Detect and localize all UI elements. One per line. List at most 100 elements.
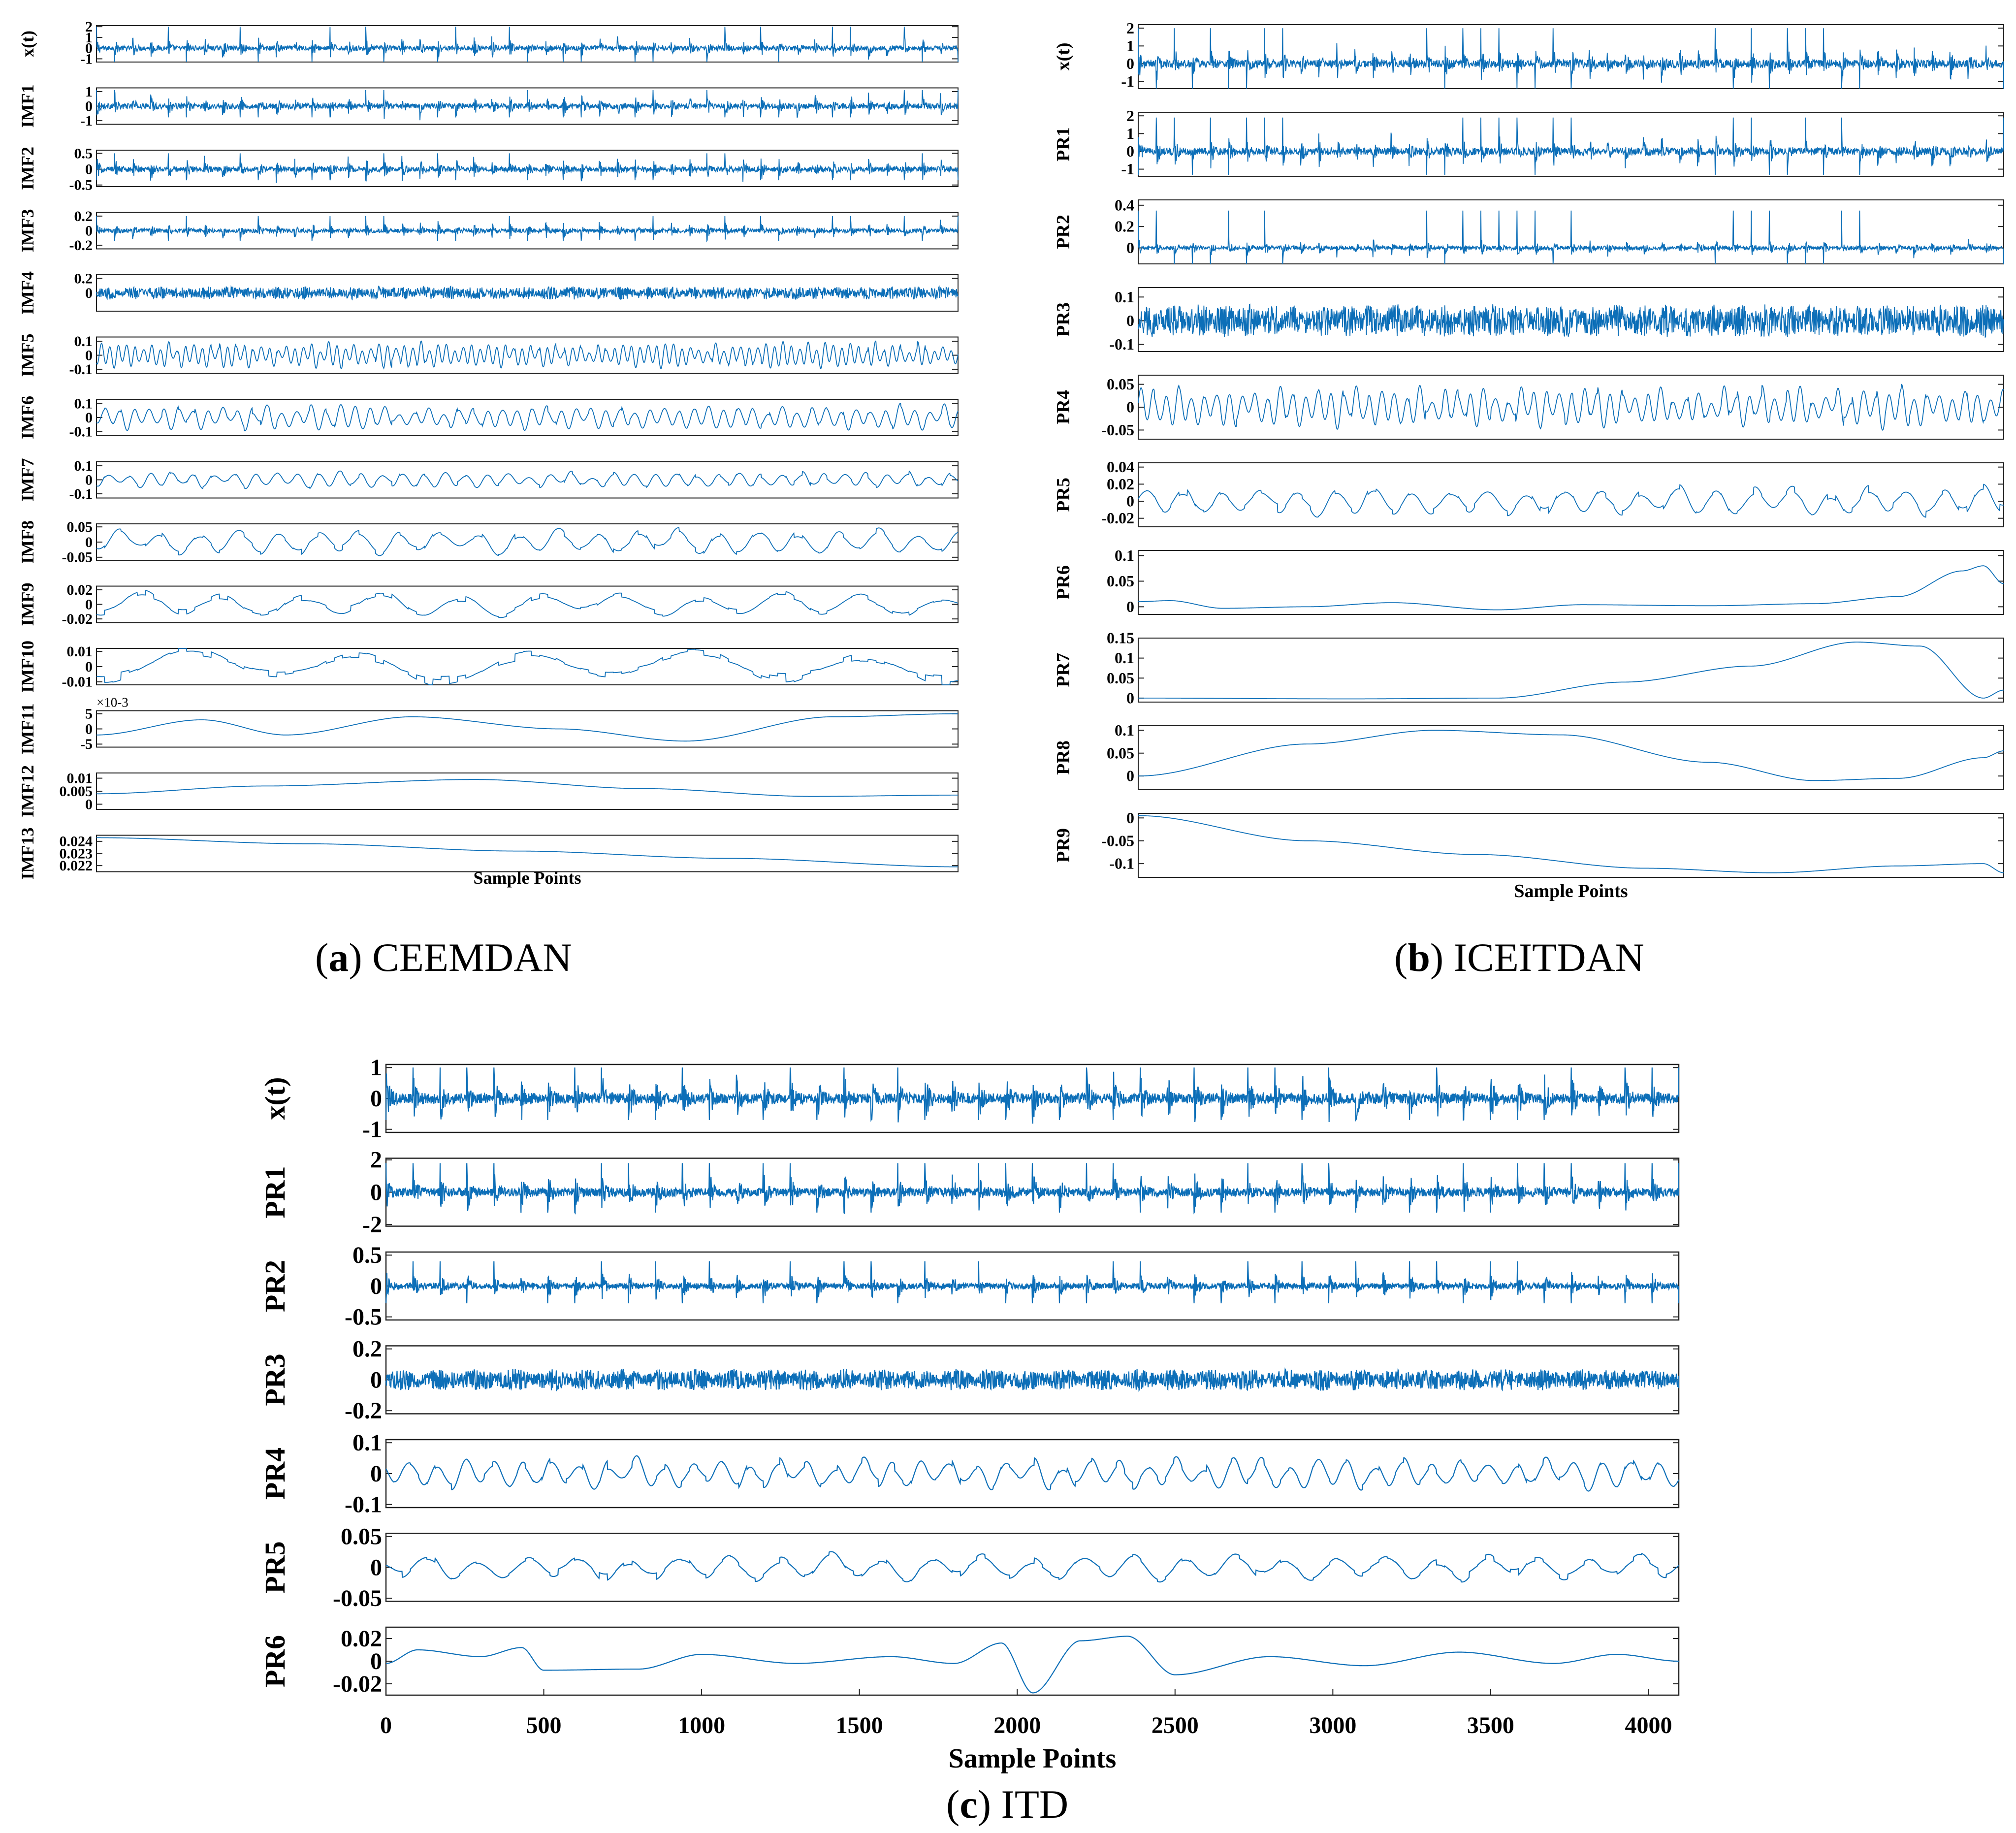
ytick-label: 0.02 <box>1107 475 1134 493</box>
xtick-label: 1500 <box>836 1712 883 1738</box>
axes-box <box>1138 725 2004 790</box>
ytick-label: 0 <box>1126 142 1134 160</box>
ytick-label: 0 <box>85 721 93 737</box>
subplot-a-6: 0.10-0.1 IMF6 <box>18 395 959 440</box>
axes-box <box>385 1439 1680 1509</box>
axes-box <box>1138 550 2004 615</box>
ytick-label: -0.05 <box>1101 832 1134 849</box>
ytick-label: 0 <box>1126 398 1134 416</box>
ytick-label: 0 <box>370 1367 382 1393</box>
ytick-label: 0.2 <box>352 1336 382 1362</box>
signal-line-c-2 <box>385 1261 1680 1304</box>
ytick-label: -1 <box>80 51 93 67</box>
axes-box <box>1138 375 2004 440</box>
series-label: IMF3 <box>18 209 37 253</box>
subplot-b-9: 0 -0.05 -0.1 PR9 <box>1053 809 2004 878</box>
series-label: x(t) <box>18 31 37 57</box>
ytick-label: -0.01 <box>62 674 93 690</box>
axes-box <box>96 461 959 499</box>
ytick-label: 2 <box>85 19 93 35</box>
xtick-label: 3500 <box>1467 1712 1514 1738</box>
ytick-label: 0.05 <box>341 1524 382 1550</box>
series-label: IMF5 <box>18 334 37 377</box>
ytick-label: 0 <box>1126 767 1134 785</box>
ytick-label: 0 <box>370 1554 382 1580</box>
signal-line-b-7 <box>1138 642 2004 700</box>
axes-box <box>96 835 959 872</box>
panel-c: 1 0 -1 x(t) 2 0 -2 PR1 0.5 0 -0.5 PR2 0.2 0 -0.2 PR3 0.1… <box>259 1055 1680 1774</box>
signal-line-a-3 <box>96 216 959 243</box>
ytick-label: 2 <box>370 1147 382 1173</box>
subplot-c-6: 0.020-0.02 PR6 <box>259 1626 1680 1697</box>
subplot-b-7: 0.15 0.1 0.05 0 PR7 <box>1053 629 2004 707</box>
signal-line-b-9 <box>1138 815 2004 873</box>
series-label: PR2 <box>259 1260 291 1312</box>
series-label: IMF9 <box>18 583 37 626</box>
ytick-label: 0 <box>370 1461 382 1487</box>
axes-box <box>1138 813 2004 878</box>
series-label: IMF7 <box>18 458 37 502</box>
signal-line-a-12 <box>96 779 958 797</box>
signal-line-a-7 <box>96 470 959 489</box>
ytick-label: -5 <box>80 736 93 752</box>
subplot-b-1: 210-1 PR1 <box>1053 107 2004 178</box>
signal-line-b-5 <box>1138 483 2004 518</box>
signal-line-a-11 <box>96 713 958 742</box>
ytick-label: 0 <box>85 596 93 612</box>
subplot-b-6: 0.1 0.05 0 PR6 <box>1053 547 2004 615</box>
ytick-label: -0.5 <box>345 1304 382 1330</box>
ytick-label: -0.1 <box>1109 335 1134 353</box>
ytick-label: 0.05 <box>1107 572 1134 590</box>
signal-line-a-1 <box>96 90 959 121</box>
axes-box <box>96 710 959 748</box>
signal-line-a-4 <box>96 285 959 301</box>
ytick-label: 0 <box>85 472 93 488</box>
ytick-label: 0 <box>370 1648 382 1674</box>
ytick-label: -1 <box>80 113 93 129</box>
ytick-label: 0 <box>85 161 93 178</box>
ytick-label: 0.1 <box>1115 288 1134 306</box>
ytick-label: 1 <box>85 30 93 46</box>
subplot-b-5: 0.040.020-0.02 PR5 <box>1053 458 2004 527</box>
ytick-label: 1 <box>1126 125 1134 142</box>
signal-line-c-0 <box>385 1067 1680 1124</box>
ytick-label: 0.2 <box>74 270 93 287</box>
ytick-label: 0.5 <box>352 1242 382 1268</box>
xtick-label: 2500 <box>1152 1712 1199 1738</box>
ytick-label: 0.1 <box>1115 547 1134 564</box>
axes-box <box>385 1533 1680 1602</box>
xtick-label: 4000 <box>1625 1712 1672 1738</box>
subplot-a-5: 0.10-0.1 IMF5 <box>18 333 959 378</box>
ytick-label: -0.05 <box>333 1585 382 1611</box>
signal-line-a-9 <box>96 589 959 618</box>
signal-line-a-6 <box>96 403 959 432</box>
ytick-label: 0.4 <box>1115 196 1134 214</box>
ytick-label: 0.1 <box>1115 649 1134 667</box>
series-label: IMF12 <box>18 765 37 817</box>
subplot-a-0: 210-1 x(t) <box>18 19 959 67</box>
series-label: PR3 <box>259 1353 291 1406</box>
series-label: IMF8 <box>18 520 37 564</box>
series-label: IMF11 <box>18 704 37 755</box>
subplot-c-5: 0.05 0 -0.05 PR5 <box>259 1524 1680 1611</box>
ytick-label: 1 <box>1126 37 1134 55</box>
ytick-label: 0 <box>370 1273 382 1299</box>
ytick-label: -2 <box>362 1212 382 1238</box>
subplot-b-4: 0.05 0 -0.05 PR4 <box>1053 375 2004 440</box>
ytick-label: 0.005 <box>60 783 93 800</box>
xtick-label: 1000 <box>678 1712 725 1738</box>
ytick-label: 0.01 <box>67 770 93 786</box>
subplot-c-1: 2 0 -2 PR1 <box>259 1147 1680 1238</box>
series-label: PR2 <box>1053 215 1074 249</box>
subplot-a-2: 0.50-0.5 IMF2 <box>18 145 959 193</box>
ytick-label: -1 <box>1121 72 1134 90</box>
series-label: PR1 <box>1053 127 1074 161</box>
signal-line-a-2 <box>96 153 959 183</box>
subplot-c-3: 0.2 0 -0.2 PR3 <box>259 1336 1680 1424</box>
ytick-label: 0 <box>85 223 93 239</box>
ytick-label: 0 <box>370 1086 382 1112</box>
subplot-b-2: 0.4 0.2 0 PR2 <box>1053 196 2004 264</box>
ytick-label: 0.022 <box>60 858 93 874</box>
